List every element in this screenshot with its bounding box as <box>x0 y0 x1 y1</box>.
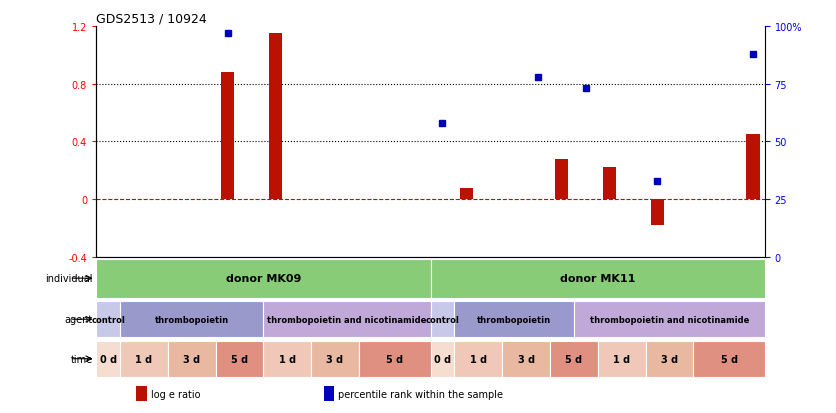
Bar <box>96 259 431 298</box>
Text: control: control <box>91 315 125 324</box>
Text: GDS2513 / 10924: GDS2513 / 10924 <box>96 13 206 26</box>
Bar <box>168 341 216 377</box>
Bar <box>460 188 473 199</box>
Bar <box>455 301 573 337</box>
Text: 0 d: 0 d <box>99 354 117 364</box>
Bar <box>603 168 616 199</box>
Text: 3 d: 3 d <box>326 354 344 364</box>
Text: 5 d: 5 d <box>721 354 737 364</box>
Text: log e ratio: log e ratio <box>151 389 201 399</box>
Bar <box>573 301 765 337</box>
Bar <box>268 34 282 199</box>
Bar <box>431 301 455 337</box>
Bar <box>555 159 568 199</box>
Bar <box>502 341 550 377</box>
Text: 3 d: 3 d <box>517 354 535 364</box>
Text: thrombopoietin and nicotinamide: thrombopoietin and nicotinamide <box>589 315 749 324</box>
Bar <box>263 341 311 377</box>
Text: 1 d: 1 d <box>470 354 487 364</box>
Bar <box>693 341 765 377</box>
Text: 0 d: 0 d <box>434 354 451 364</box>
Bar <box>324 386 334 401</box>
Text: 1 d: 1 d <box>278 354 296 364</box>
Bar <box>651 199 664 225</box>
Text: donor MK09: donor MK09 <box>226 273 301 283</box>
Text: 5 d: 5 d <box>231 354 248 364</box>
Text: 5 d: 5 d <box>386 354 403 364</box>
Bar <box>221 73 234 199</box>
Text: 1 d: 1 d <box>135 354 152 364</box>
Text: control: control <box>426 315 460 324</box>
Bar <box>136 386 147 401</box>
Bar <box>455 341 502 377</box>
Text: time: time <box>71 354 93 364</box>
Bar <box>96 341 120 377</box>
Text: percentile rank within the sample: percentile rank within the sample <box>339 389 503 399</box>
Bar <box>120 341 168 377</box>
Text: 3 d: 3 d <box>660 354 678 364</box>
Bar <box>96 301 120 337</box>
Bar <box>598 341 645 377</box>
Bar <box>359 341 431 377</box>
Bar <box>216 341 263 377</box>
Text: agent: agent <box>64 314 93 325</box>
Text: individual: individual <box>45 273 93 283</box>
Bar <box>120 301 263 337</box>
Bar <box>311 341 359 377</box>
Bar <box>263 301 431 337</box>
Text: 3 d: 3 d <box>183 354 201 364</box>
Text: donor MK11: donor MK11 <box>560 273 635 283</box>
Text: thrombopoietin: thrombopoietin <box>155 315 229 324</box>
Bar <box>645 341 693 377</box>
Text: 1 d: 1 d <box>613 354 630 364</box>
Bar <box>550 341 598 377</box>
Text: thrombopoietin and nicotinamide: thrombopoietin and nicotinamide <box>268 315 426 324</box>
Text: thrombopoietin: thrombopoietin <box>477 315 551 324</box>
Text: 5 d: 5 d <box>565 354 583 364</box>
Bar <box>431 259 765 298</box>
Bar <box>431 341 455 377</box>
Bar <box>747 135 760 199</box>
